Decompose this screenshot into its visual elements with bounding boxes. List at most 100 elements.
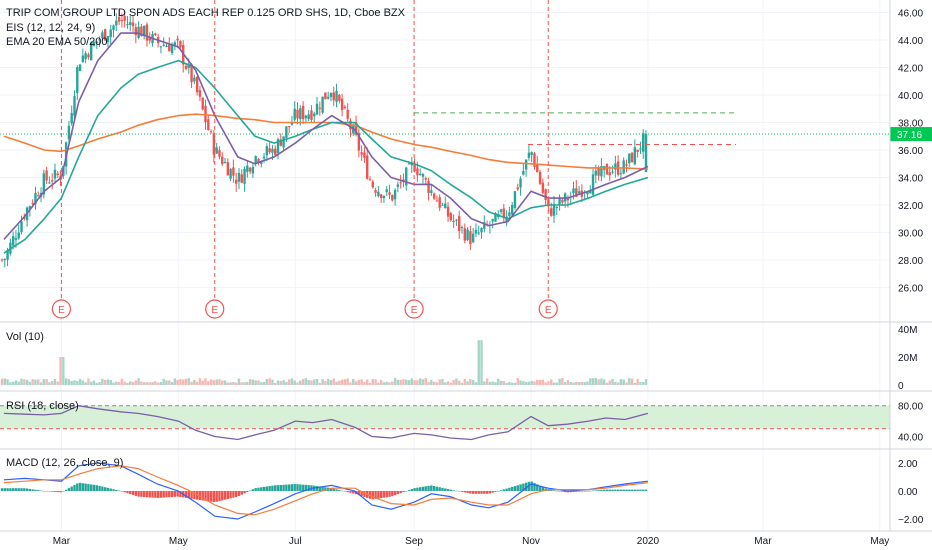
volume-bar (616, 382, 620, 385)
candle-body (413, 164, 416, 172)
candle-body (268, 148, 271, 153)
volume-bar (413, 380, 416, 385)
rsi-line (3, 405, 649, 441)
volume-bar (232, 382, 235, 385)
macd-histogram-bar (265, 486, 269, 491)
macd-histogram-bar (522, 483, 525, 491)
volume-bar (625, 382, 628, 385)
candle-body (589, 191, 592, 194)
macd-histogram-bar (193, 491, 196, 500)
macd-histogram-bar (488, 491, 492, 494)
candle-body (232, 167, 235, 176)
earnings-marker-label: E (545, 305, 552, 316)
macd-histogram-bar (427, 485, 430, 491)
candle-body (393, 189, 397, 200)
volume-bar (519, 380, 522, 385)
candle-body (474, 230, 478, 234)
macd-histogram-bar (332, 488, 335, 491)
volume-bar (563, 382, 567, 385)
volume-bar (53, 379, 57, 385)
volume-bar (602, 379, 606, 385)
macd-panel[interactable] (0, 462, 648, 520)
macd-histogram-bar (633, 489, 637, 491)
volume-bar (407, 380, 411, 385)
candle-body (530, 152, 533, 155)
volume-bar (488, 381, 492, 385)
candle-body (78, 64, 82, 72)
volume-bar (471, 379, 475, 385)
macd-label: MACD (12, 26, close, 9) (6, 457, 123, 469)
macd-histogram-bar (176, 491, 179, 497)
macd-histogram-bar (304, 484, 308, 491)
ema20-line (3, 32, 649, 240)
volume-bar (260, 382, 263, 385)
price-tick-label: 44.00 (898, 36, 923, 47)
volume-bar (444, 382, 447, 385)
candle-body (95, 41, 98, 43)
candle-body (123, 15, 126, 21)
candle-body (368, 179, 372, 181)
volume-bar (491, 381, 494, 385)
macd-histogram-bar (159, 491, 163, 498)
macd-histogram-bar (474, 491, 478, 494)
macd-histogram-bar (416, 487, 419, 491)
macd-histogram-bar (608, 489, 611, 491)
rsi-panel[interactable] (0, 405, 890, 441)
volume-bar (642, 382, 645, 385)
candle-body (396, 184, 400, 187)
volume-bar (170, 381, 174, 385)
candle-body (50, 180, 54, 182)
volume-bar (324, 380, 327, 385)
macd-histogram-bar (307, 485, 310, 491)
macd-histogram-bar (430, 485, 433, 491)
volume-panel[interactable] (0, 340, 648, 385)
volume-bar (310, 380, 313, 385)
macd-histogram-bar (538, 485, 542, 491)
candle-body (148, 37, 151, 41)
candle-body (159, 46, 163, 48)
vol-label: Vol (10) (6, 331, 44, 343)
price-panel[interactable]: E E E E 37.16 (0, 0, 932, 319)
candle-body (494, 213, 497, 222)
macd-histogram-bar (6, 488, 9, 491)
volume-bar (466, 381, 469, 385)
candle-body (218, 150, 221, 157)
volume-bar (42, 379, 46, 385)
volume-bar (363, 382, 366, 385)
volume-bar (421, 379, 425, 385)
volume-bar (332, 378, 335, 385)
macd-histogram-bar (112, 489, 115, 491)
volume-bar (644, 379, 648, 385)
volume-bar (530, 380, 533, 385)
candle-body (505, 216, 508, 223)
macd-histogram-bar (101, 486, 104, 491)
volume-bar (605, 382, 609, 385)
macd-histogram-bar (405, 491, 408, 492)
candle-body (120, 19, 124, 21)
volume-bar (226, 382, 230, 385)
volume-bar (168, 380, 171, 385)
volume-bar (352, 378, 355, 385)
volume-bar (533, 381, 536, 385)
macd-histogram-bar (455, 490, 458, 492)
volume-bar (234, 382, 238, 385)
candle-body (101, 32, 104, 39)
volume-bar (614, 381, 617, 385)
candle-body (391, 194, 394, 201)
candle-body (541, 182, 545, 193)
volume-bar (318, 382, 322, 385)
ema50-line (3, 59, 649, 254)
candle-body (471, 233, 475, 243)
volume-bar (575, 381, 578, 385)
candle-body (382, 195, 386, 199)
candle-body (209, 131, 213, 133)
volume-bar (276, 380, 280, 385)
macd-histogram-bar (600, 489, 603, 491)
volume-bar (148, 382, 151, 385)
volume-bar (92, 380, 96, 385)
volume-bar (477, 340, 480, 385)
candle-body (427, 181, 430, 194)
candle-body (76, 67, 79, 94)
macd-histogram-bar (106, 487, 110, 491)
